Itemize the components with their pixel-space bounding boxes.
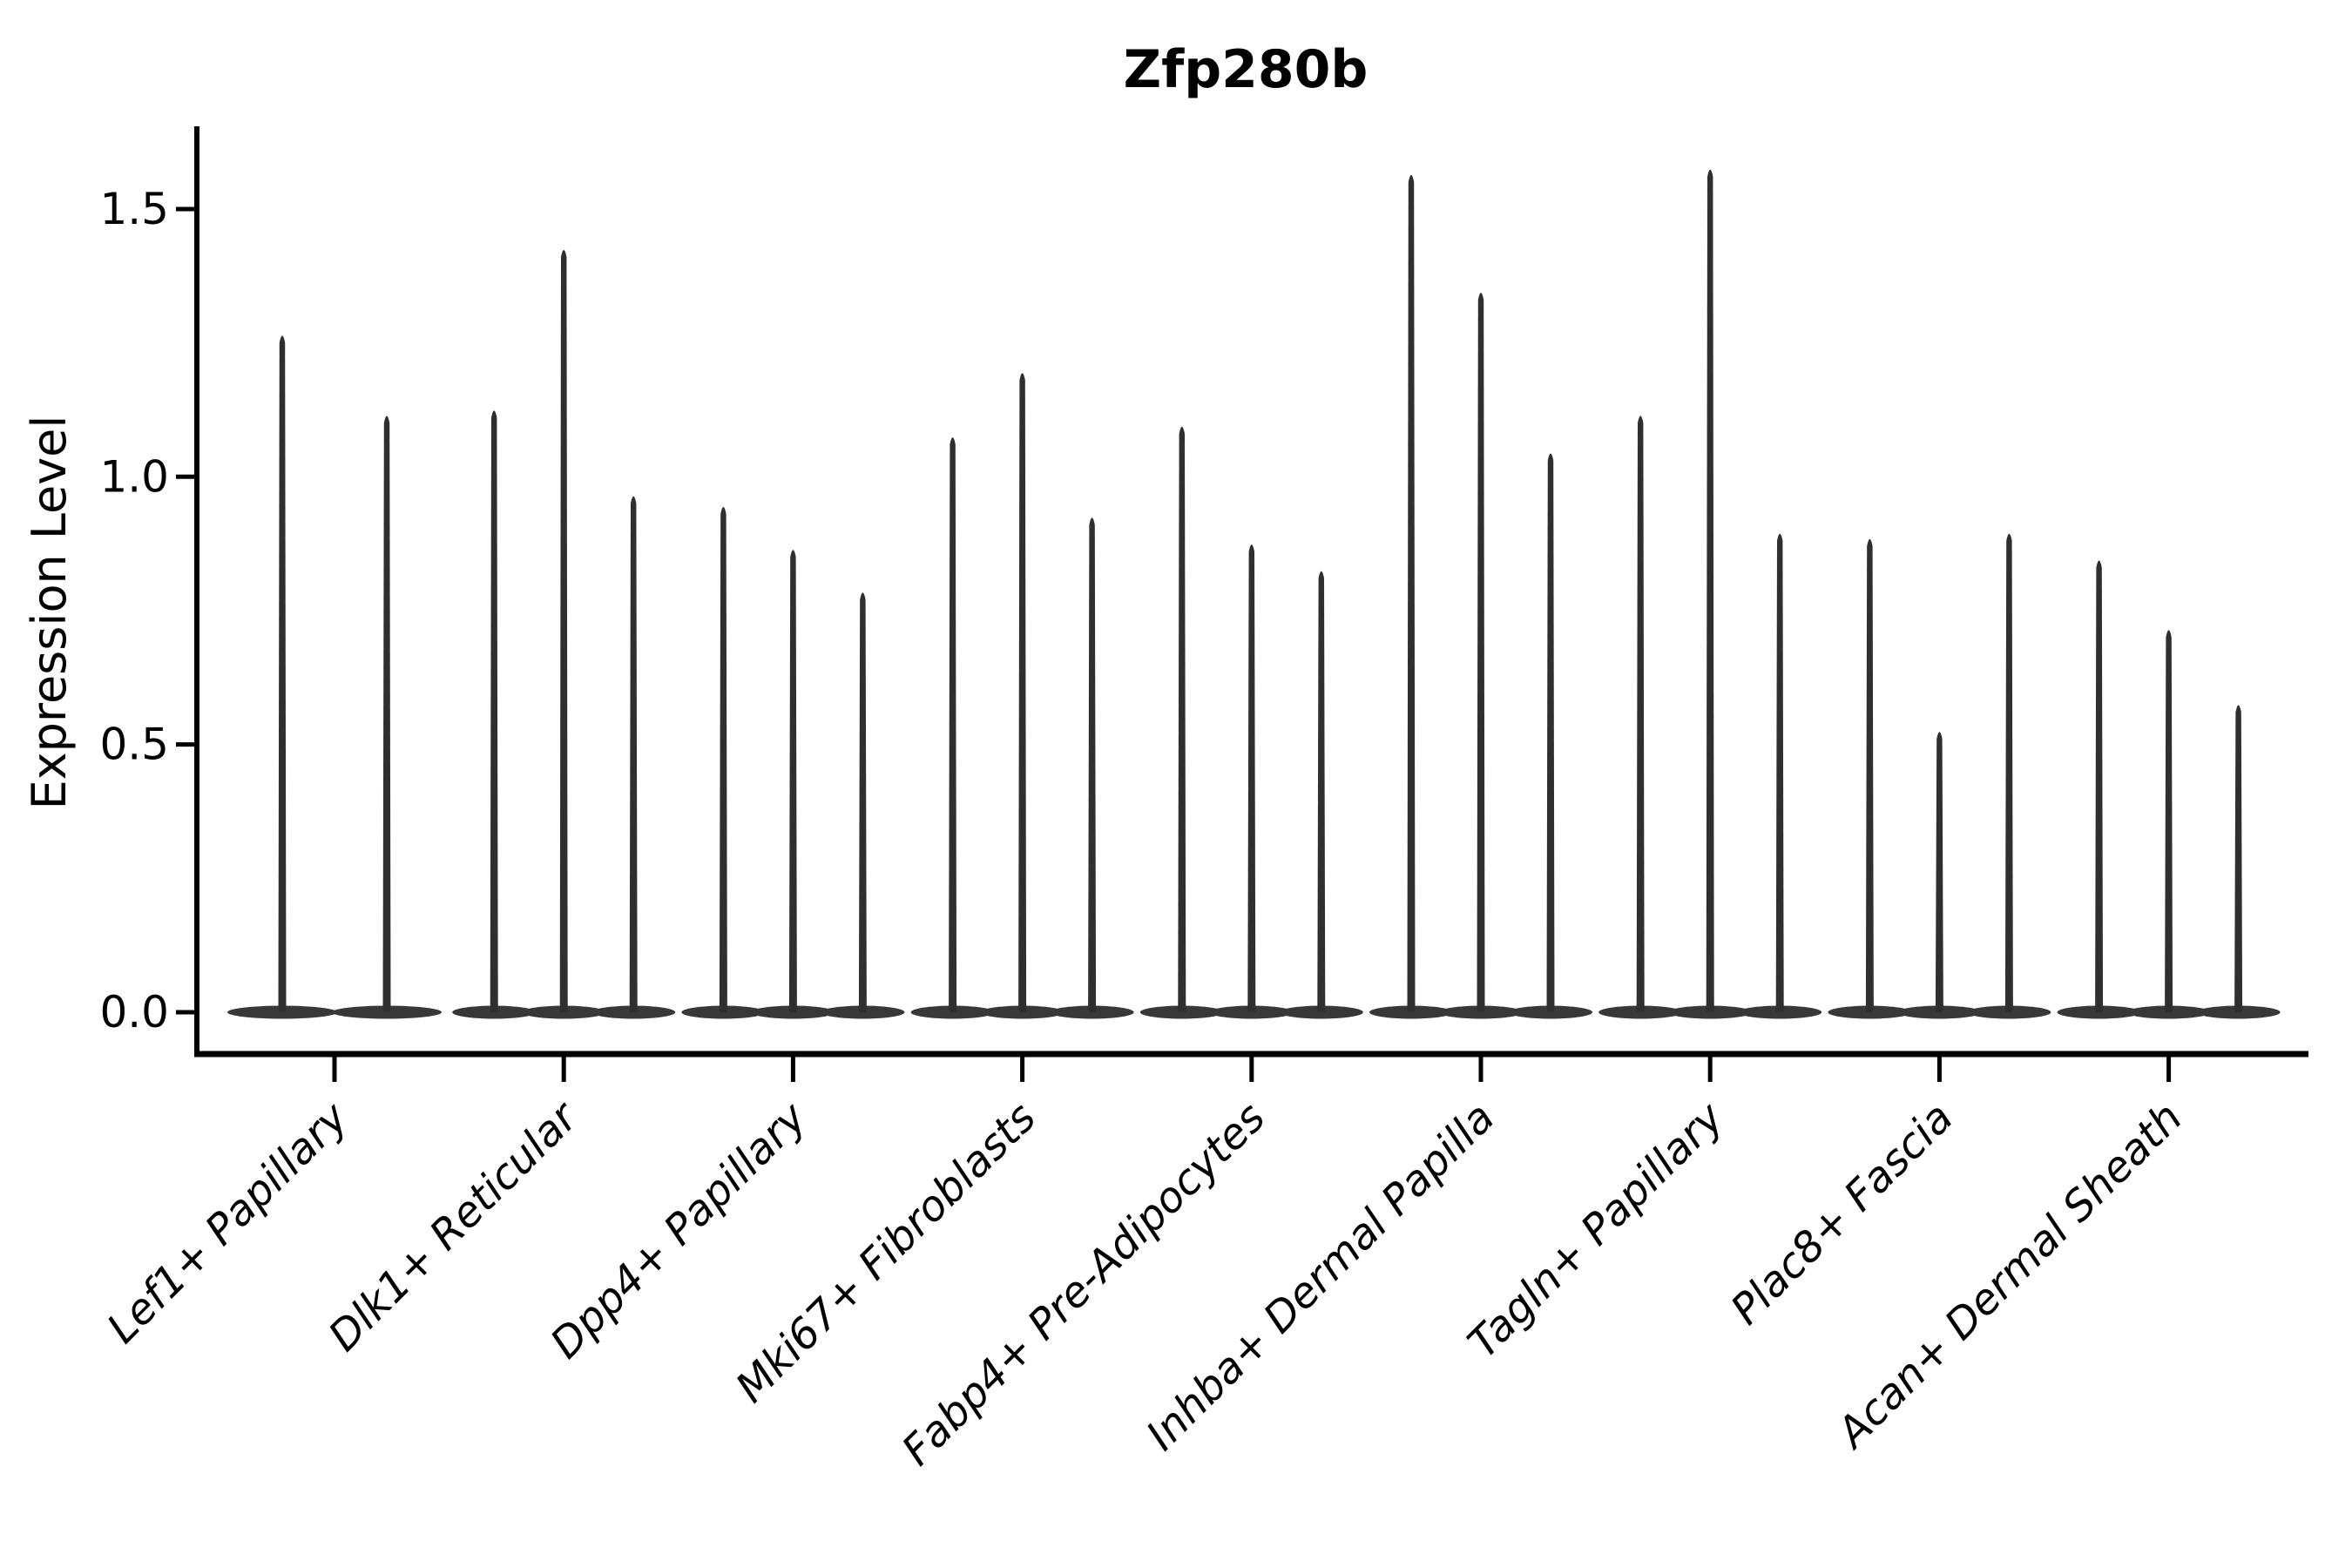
violin-spike [2095, 560, 2104, 1012]
violin-spike [2165, 630, 2173, 1012]
violin-spike [1247, 544, 1256, 1012]
violin-spike [1935, 732, 1943, 1012]
violin-spike [949, 437, 957, 1012]
x-tick-label: Tagln+ Papillary [1458, 1092, 1734, 1368]
violin-spike [1018, 373, 1027, 1012]
violin-group [452, 249, 676, 1019]
y-tick-label: 1.5 [99, 184, 169, 234]
x-tick-label: Plac8+ Fascia [1721, 1093, 1963, 1335]
violin-spike [559, 249, 568, 1012]
violin-spike [858, 592, 867, 1012]
x-tick-label: Lef1+ Papillary [98, 1092, 358, 1353]
violin-group [2057, 560, 2281, 1019]
violin-group [1598, 169, 1822, 1019]
violin-spike [1317, 571, 1326, 1012]
x-tick-label: Dpp4+ Papillary [541, 1092, 816, 1368]
violin-spike [1178, 426, 1186, 1013]
violin-spike [1546, 453, 1555, 1012]
violin-spike [2004, 533, 2013, 1012]
violin-spike [1865, 538, 1874, 1012]
violin-spike [2234, 705, 2243, 1012]
violin-spike [1636, 416, 1645, 1012]
violin-spike [278, 335, 287, 1012]
violin-spike [788, 550, 797, 1012]
violin-spike [1407, 174, 1416, 1012]
violin-group [681, 507, 905, 1019]
violin-spike [1477, 293, 1485, 1012]
violin-group [1828, 533, 2051, 1019]
chart-title: Zfp280b [1124, 39, 1369, 100]
violin-group [1369, 174, 1592, 1019]
y-axis-label: Expression Level [22, 416, 77, 810]
violin-group [910, 373, 1134, 1019]
violin-spike [382, 416, 391, 1012]
violin-spike [1706, 169, 1714, 1013]
violin-group [1139, 426, 1363, 1019]
violin-spike [719, 507, 727, 1012]
violin-spike [629, 496, 638, 1012]
violin-spike [1775, 533, 1784, 1012]
violin-spike [1088, 517, 1097, 1012]
y-tick-label: 1.0 [99, 451, 169, 502]
y-tick-label: 0.5 [99, 720, 169, 770]
x-tick-label: Dlk1+ Reticular [319, 1092, 589, 1362]
y-tick-label: 0.0 [99, 987, 169, 1037]
violin-group [227, 335, 442, 1019]
violin-spike [490, 410, 498, 1012]
x-tick-label: Fabp4+ Pre-Adipocytes [893, 1093, 1275, 1476]
